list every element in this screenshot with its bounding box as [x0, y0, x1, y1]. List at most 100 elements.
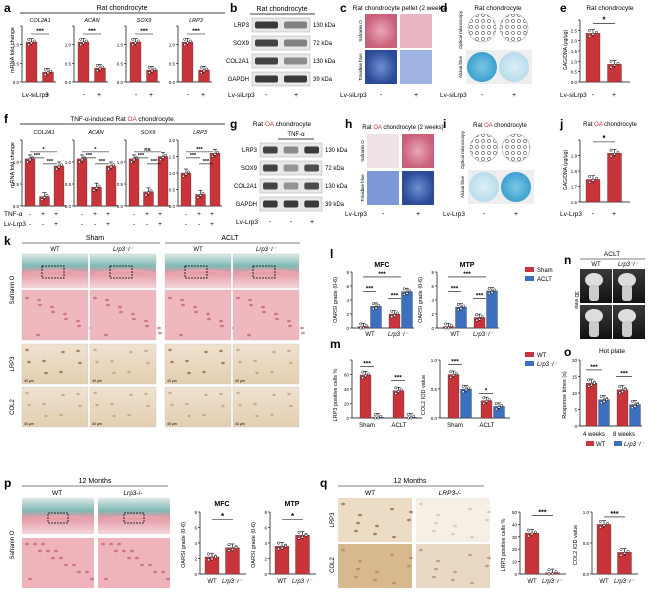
- panel-f-gene-1: ACAN: [87, 130, 103, 136]
- panel-f-3-ytick-label: 1.0: [169, 171, 176, 176]
- panel-a-gene-3: LRP3: [189, 18, 204, 24]
- panel-q-cell: [419, 502, 423, 506]
- panel-k-cell: [204, 393, 208, 397]
- panel-b-band: [284, 57, 307, 65]
- panel-q-cell: [419, 548, 423, 552]
- panel-q-col-wt: WT: [365, 490, 375, 497]
- panel-l-1-bar: [486, 290, 498, 329]
- panel-p-1-ytick-label: 8: [264, 510, 267, 515]
- panel-g-band: [304, 146, 319, 154]
- panel-p-cell: [46, 549, 50, 553]
- panel-a-3-ytick-label: 0.5: [169, 61, 176, 66]
- panel-e: Rat chondrocyte GAG/DNA (μg/μg) 0.0 0.5 1.…: [560, 5, 634, 99]
- panel-q-cell: [487, 556, 491, 560]
- panel-d-row-alcian: Alcian blue: [458, 55, 463, 78]
- panel-m-right-datapoint: [452, 373, 455, 377]
- panel-g-treat: TNF-α: [287, 132, 305, 138]
- panel-m-left-datapoint: [394, 386, 398, 390]
- panel-k-cell: [59, 413, 63, 417]
- panel-k-cell: [261, 305, 265, 309]
- panel-k-cell: [202, 370, 206, 374]
- panel-k-cell: [249, 303, 253, 307]
- panel-f-lrp-tick: +: [158, 221, 162, 228]
- panel-k-cell: [27, 403, 31, 407]
- panel-m-left-a-sig: ***: [363, 361, 371, 368]
- panel-k-cell: [220, 324, 224, 328]
- panel-m-right-a-sig: ***: [451, 359, 459, 366]
- panel-c-row-toluidine: Toluidine blue: [358, 53, 363, 81]
- panel-g-xtick: +: [310, 219, 314, 226]
- panel-q-xtick: Lrp3⁻/⁻: [614, 579, 635, 585]
- panel-a-0-datapoint: [27, 43, 31, 47]
- pellet-toluidine-ctrl: [365, 50, 397, 84]
- panel-a-0-sig: ***: [36, 28, 44, 35]
- panel-q-right-sig: ***: [610, 511, 618, 518]
- panel-p-charts: MFC OARSI grade (0-6) 0 2 4 6 8 * WT Lrp3⁻/⁻ MTP OA…: [181, 501, 316, 585]
- panel-a-3-datapoint: [199, 65, 203, 69]
- panel-l-1-datapoint: [449, 324, 453, 328]
- panel-l-1-b-sig: ***: [451, 286, 459, 293]
- panel-k-cell: [236, 296, 240, 300]
- panel-m-left-ytick-label: 40: [344, 387, 350, 392]
- panel-p-cell: [64, 563, 68, 567]
- panel-n: ACLT WT Lrp3⁻/⁻ 3D view: [573, 251, 645, 339]
- panel-a-xtick: -: [83, 92, 86, 99]
- panel-m-right-datapoint: [467, 386, 471, 390]
- panel-e-xtick: -: [592, 92, 595, 99]
- panel-j: Rat OA chondrocyte GAG/DNA (μg/μg) 1.61.…: [560, 122, 638, 218]
- panel-e-datapoint: [609, 59, 613, 63]
- panel-m-legend-swatch: [525, 352, 534, 357]
- panel-a-2-datapoint: [136, 39, 140, 43]
- panel-f-title: TNF-α-induced Rat OA chondrocyte: [70, 116, 174, 123]
- panel-o-datapoint: [618, 391, 622, 395]
- panel-b-band-label: LRP3: [234, 23, 250, 29]
- panel-l-0-datapoint: [393, 314, 396, 318]
- panel-q-lrp3-image: [338, 498, 412, 542]
- panel-n-bone: [585, 273, 603, 287]
- panel-f-tnf-tick: +: [106, 211, 110, 218]
- panel-b-band: [284, 21, 307, 29]
- panel-q-right-datapoint: [626, 549, 630, 553]
- panel-p-histology: [21, 498, 171, 588]
- panel-k-cell: [76, 319, 80, 323]
- panel-a-3-datapoint: [188, 39, 192, 43]
- panel-j-ytick-label: 1.6: [571, 200, 578, 205]
- panel-q-ylabel-left: LRP3 positive cells %: [501, 518, 507, 571]
- panel-l-0-bar: [401, 291, 413, 329]
- panel-p-0-ytick-label: 0: [194, 572, 197, 577]
- panel-e-ytick-label: 2.5: [571, 28, 578, 33]
- panel-f-3-datapoint: [199, 194, 202, 197]
- panel-p-cell: [54, 549, 58, 553]
- panel-m-left-datapoint: [373, 412, 377, 416]
- panel-k-scale: 40 μm: [24, 379, 34, 383]
- panel-m-left-datapoint: [399, 388, 403, 392]
- panel-q-cell: [409, 510, 413, 514]
- panel-k-cell: [119, 310, 123, 314]
- panel-j-datapoint: [613, 152, 616, 156]
- panel-k-cell: [187, 371, 191, 375]
- panel-o-bar: [585, 382, 598, 427]
- panel-g-kda: 39 kDa: [325, 202, 345, 208]
- panel-k-scale: 40 μm: [167, 422, 177, 426]
- panel-o-title: Hot plate: [599, 348, 625, 355]
- panel-p-cell: [117, 542, 121, 546]
- panel-a-1-ytick-label: 1.0: [65, 43, 72, 48]
- panel-f-1-datapoint: [92, 188, 96, 192]
- panel-k-cell: [146, 361, 150, 365]
- panel-a-0-datapoint: [30, 41, 33, 45]
- panel-l-1-datapoint: [447, 326, 450, 330]
- panel-h-xtick: -: [382, 211, 385, 218]
- panel-q-left-ytick-label: 30: [512, 535, 518, 540]
- panel-p-xtick: Lrp3⁻/⁻: [222, 579, 243, 585]
- panel-p-cell: [148, 563, 152, 567]
- panel-f-lrp-tick: +: [210, 221, 214, 228]
- panel-a-gene-0: COL2A1: [29, 18, 50, 24]
- panel-k-cell: [236, 391, 240, 395]
- panel-q-left-ytick-label: 10: [512, 560, 518, 565]
- panel-g-band: [304, 200, 319, 208]
- panel-g-band-label: COL2A1: [234, 184, 258, 190]
- panel-f-1-bar: [105, 165, 117, 207]
- panel-a-3-bar: [181, 41, 194, 83]
- panel-n-side: 3D view: [573, 291, 579, 309]
- panel-f-2-datapoint: [164, 153, 167, 157]
